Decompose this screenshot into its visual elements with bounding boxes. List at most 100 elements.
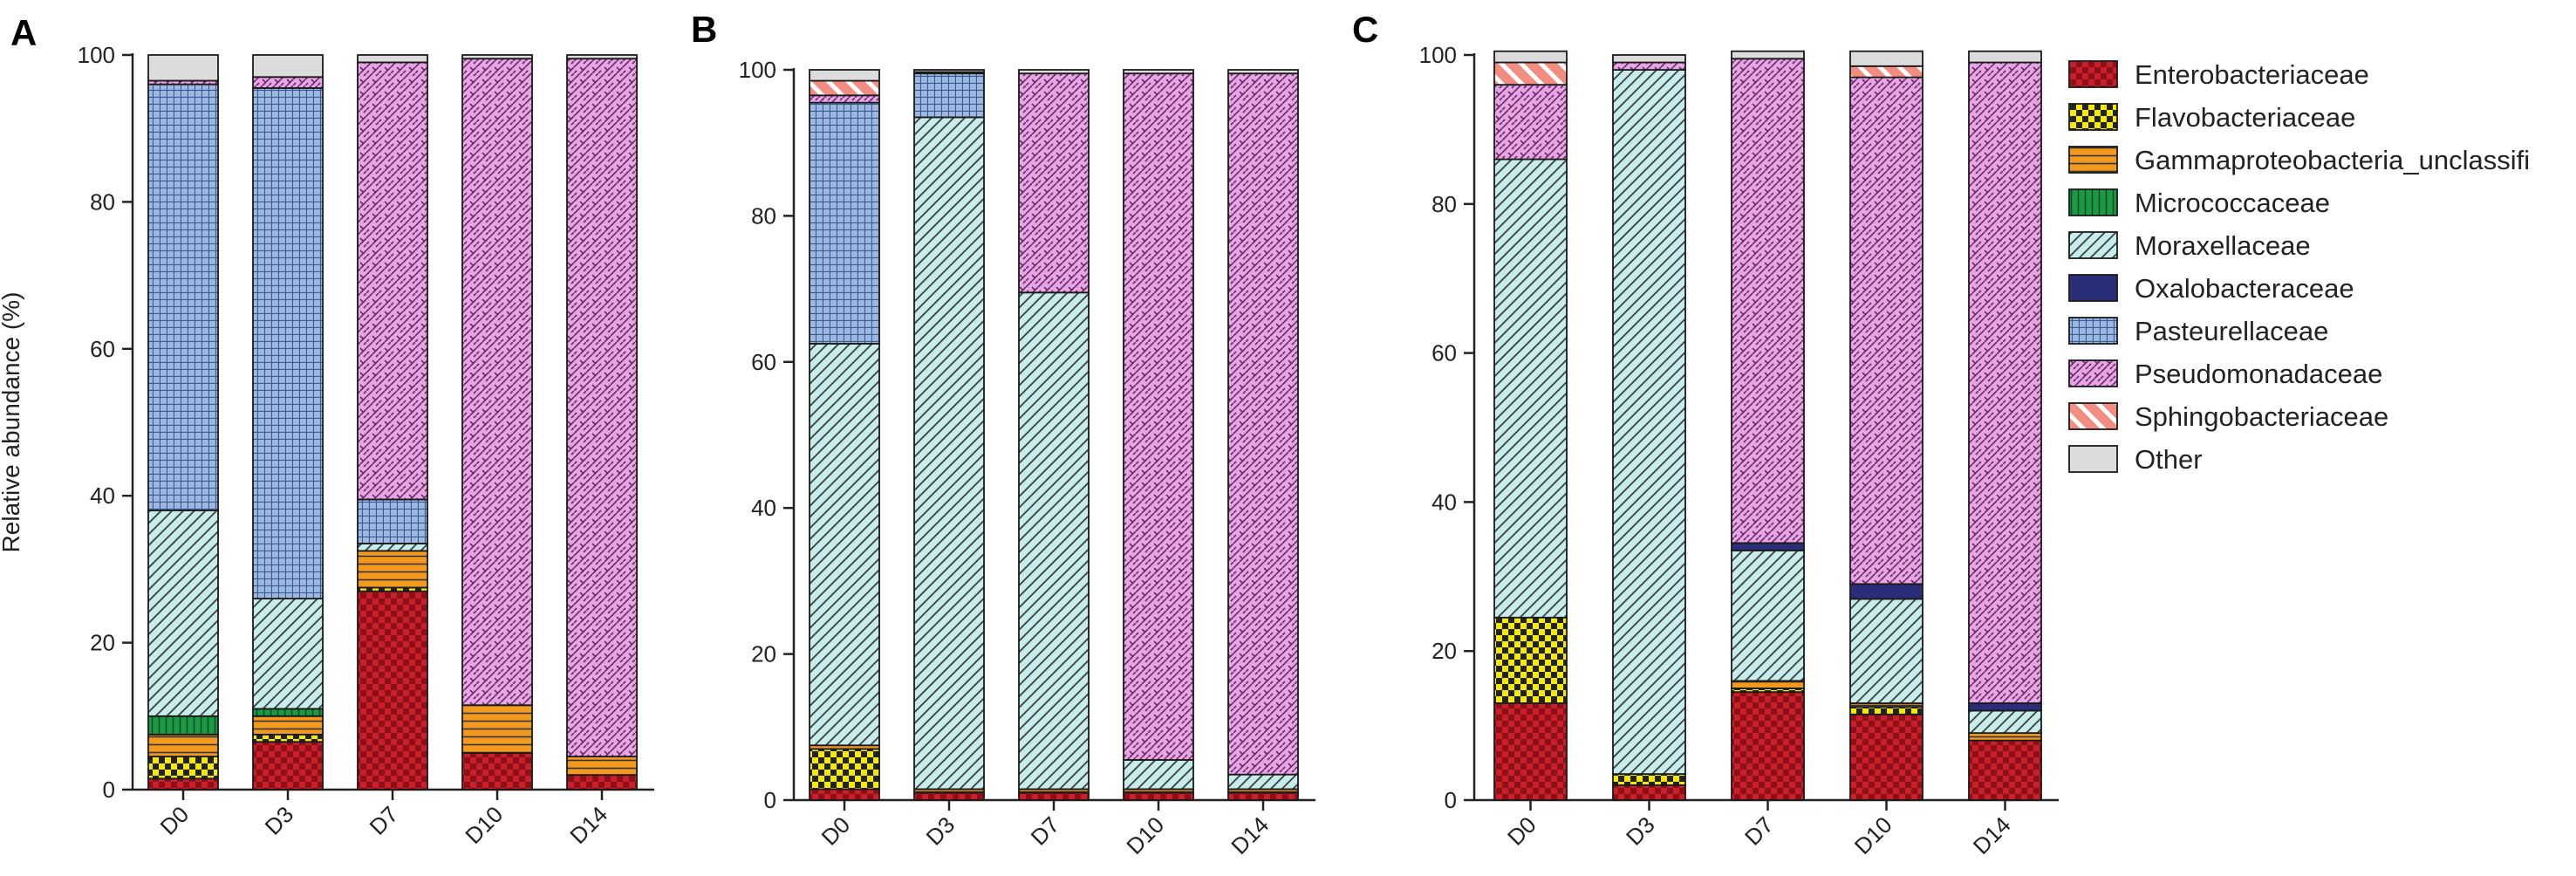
bar-segment-enterobacteriaceae bbox=[1493, 702, 1568, 801]
bar-segment-other bbox=[1849, 50, 1923, 67]
x-tick-label: D14 bbox=[1226, 811, 1274, 859]
bar-segment-oxalobacteraceae bbox=[1849, 583, 1923, 600]
legend-item-micrococcaceae: Micrococcaceae bbox=[2068, 188, 2330, 218]
bar-segment-flavobacteriaceae bbox=[1849, 706, 1923, 715]
bar-segment-flavobacteriaceae bbox=[809, 748, 880, 790]
legend-swatch bbox=[2068, 317, 2118, 345]
legend-label: Micrococcaceae bbox=[2135, 188, 2330, 218]
x-tick-label: D14 bbox=[1968, 811, 2016, 859]
y-axis-title: Relative abundance (%) bbox=[0, 292, 24, 553]
bar-segment-enterobacteriaceae bbox=[1612, 784, 1686, 801]
bar-segment-pseudomonadaceae bbox=[1493, 84, 1568, 161]
y-tick-label: 80 bbox=[1431, 191, 1457, 217]
bar-segment-sphingobacteriaceae bbox=[1849, 65, 1923, 79]
bar-segment-gammaproteobacteria-unclassifi bbox=[1731, 680, 1805, 689]
bar-d7 bbox=[1731, 50, 1805, 801]
legend-label: Flavobacteriaceae bbox=[2135, 102, 2355, 133]
legend-swatch bbox=[2068, 359, 2118, 387]
panel-a: A 0 20 40 60 80 100 Relative abundance (%) D0 D3 D… bbox=[0, 12, 654, 849]
bar-segment-moraxellaceae bbox=[1493, 158, 1568, 619]
legend-item-enterobacteriaceae: Enterobacteriaceae bbox=[2068, 59, 2369, 90]
bar-segment-pseudomonadaceae bbox=[357, 61, 428, 501]
bar-segment-pasteurellaceae bbox=[357, 498, 428, 544]
bar-segment-enterobacteriaceae bbox=[809, 788, 880, 801]
legend-swatch bbox=[2068, 274, 2118, 302]
y-tick-label: 80 bbox=[90, 188, 115, 215]
y-tick-label: 60 bbox=[1431, 340, 1457, 366]
legend-swatch bbox=[2068, 188, 2118, 216]
bar-segment-moraxellaceae bbox=[1018, 291, 1090, 790]
legend-label: Oxalobacteraceae bbox=[2135, 273, 2354, 304]
legend-label: Sphingobacteriaceae bbox=[2135, 401, 2388, 432]
bar-segment-other bbox=[913, 69, 985, 73]
bar-d10 bbox=[461, 54, 533, 790]
bar-segment-oxalobacteraceae bbox=[1731, 542, 1805, 551]
legend-swatch bbox=[2068, 60, 2118, 88]
panel-letter-b: B bbox=[691, 9, 717, 50]
legend-item-flavobacteriaceae: Flavobacteriaceae bbox=[2068, 102, 2355, 133]
legend-swatch bbox=[2068, 231, 2118, 259]
bar-segment-pseudomonadaceae bbox=[566, 58, 638, 758]
bar-segment-enterobacteriaceae bbox=[1968, 739, 2042, 801]
bar-d0 bbox=[809, 69, 880, 801]
bar-segment-enterobacteriaceae bbox=[913, 791, 985, 801]
bar-segment-pseudomonadaceae bbox=[1612, 61, 1686, 71]
x-tick-label: D0 bbox=[817, 811, 856, 851]
bar-segment-pasteurellaceae bbox=[809, 101, 880, 345]
bar-segment-other bbox=[566, 54, 638, 60]
bar-d7 bbox=[357, 54, 428, 790]
bar-segment-pseudomonadaceae bbox=[461, 58, 533, 707]
x-tick-label: D7 bbox=[1739, 811, 1779, 851]
bar-d14 bbox=[1968, 50, 2042, 801]
bar-segment-moraxellaceae bbox=[252, 598, 324, 710]
bar-d3 bbox=[1612, 54, 1686, 801]
legend-item-moraxellaceae: Moraxellaceae bbox=[2068, 230, 2311, 261]
legend-label: Moraxellaceae bbox=[2135, 230, 2311, 261]
bar-segment-flavobacteriaceae bbox=[1493, 616, 1568, 704]
bar-segment-other bbox=[461, 54, 533, 60]
bar-d14 bbox=[566, 54, 638, 790]
bar-segment-pseudomonadaceae bbox=[1123, 72, 1194, 761]
bar-segment-other bbox=[1493, 50, 1568, 64]
legend-label: Gammaproteobacteria_unclassifi bbox=[2135, 145, 2530, 175]
bar-segment-enterobacteriaceae bbox=[357, 590, 428, 790]
bar-segment-micrococcaceae bbox=[252, 708, 324, 717]
x-tick-label: D10 bbox=[1849, 811, 1897, 859]
bar-segment-pasteurellaceae bbox=[147, 83, 219, 511]
y-tick-label: 60 bbox=[751, 349, 776, 375]
legend-item-pseudomonadaceae: Pseudomonadaceae bbox=[2068, 359, 2382, 389]
bar-segment-pseudomonadaceae bbox=[809, 94, 880, 104]
bar-segment-gammaproteobacteria-unclassifi bbox=[1968, 732, 2042, 742]
bar-segment-enterobacteriaceae bbox=[252, 741, 324, 790]
bar-segment-other bbox=[147, 54, 219, 82]
legend: Enterobacteriaceae Flavobacteriaceae Gamma… bbox=[2068, 59, 2530, 475]
legend-swatch bbox=[2068, 146, 2118, 174]
bar-segment-flavobacteriaceae bbox=[1612, 773, 1686, 786]
bar-segment-moraxellaceae bbox=[913, 116, 985, 790]
panel-b: B 0 20 40 60 80 100 D0 D3 D7 D10 D14 bbox=[691, 9, 1315, 859]
bar-d3 bbox=[913, 69, 985, 801]
bar-segment-flavobacteriaceae bbox=[147, 756, 219, 780]
bar-segment-enterobacteriaceae bbox=[566, 774, 638, 790]
panel-letter-a: A bbox=[10, 12, 37, 53]
bar-segment-gammaproteobacteria-unclassifi bbox=[147, 733, 219, 758]
y-tick-label: 40 bbox=[1431, 489, 1457, 515]
bar-segment-flavobacteriaceae bbox=[252, 733, 324, 743]
bar-segment-other bbox=[809, 69, 880, 82]
bar-segment-moraxellaceae bbox=[1612, 69, 1686, 776]
bar-segment-pseudomonadaceae bbox=[252, 76, 324, 89]
bar-segment-micrococcaceae bbox=[147, 715, 219, 736]
bar-d10 bbox=[1123, 69, 1194, 801]
y-tick-label: 0 bbox=[103, 777, 115, 803]
bar-segment-sphingobacteriaceae bbox=[1493, 61, 1568, 86]
bar-segment-moraxellaceae bbox=[1731, 550, 1805, 682]
bar-d3 bbox=[252, 54, 324, 790]
bar-segment-gammaproteobacteria-unclassifi bbox=[252, 715, 324, 736]
panel-c: C 0 20 40 60 80 100 D0 D3 D7 D10 D14 bbox=[1352, 9, 2059, 859]
legend-label: Enterobacteriaceae bbox=[2135, 59, 2369, 90]
y-tick-label: 100 bbox=[1419, 42, 1457, 68]
bar-segment-pseudomonadaceae bbox=[1731, 58, 1805, 544]
bar-segment-enterobacteriaceae bbox=[461, 752, 533, 790]
legend-swatch bbox=[2068, 445, 2118, 473]
